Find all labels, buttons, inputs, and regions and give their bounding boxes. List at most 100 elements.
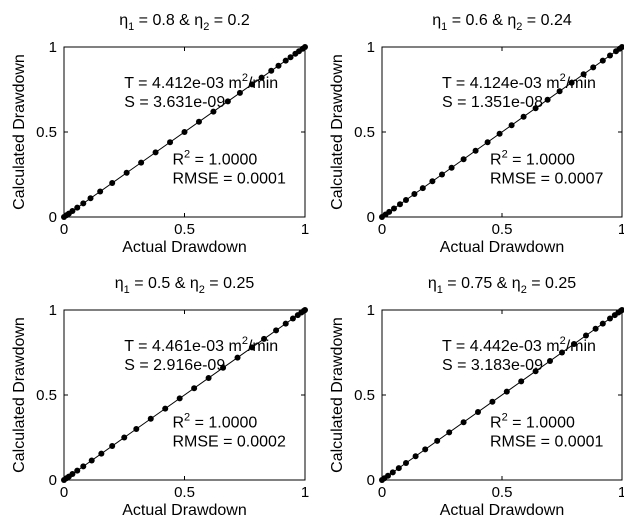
- data-point: [261, 335, 268, 342]
- eta1-value: = 0.5 &: [130, 275, 190, 292]
- eta2-symbol: η: [194, 12, 203, 29]
- data-point: [547, 358, 553, 364]
- data-point: [236, 89, 243, 96]
- T-unit: /min: [248, 338, 278, 355]
- data-point: [191, 385, 198, 392]
- R2-value: = 1.0000: [508, 151, 575, 168]
- data-point: [97, 188, 104, 195]
- chart-panel-1: 00 0.5 0.5 1 1 Actual Drawdown Calculated Draw…: [11, 12, 309, 256]
- data-point: [403, 197, 409, 203]
- T-text: T = 4.124e-03 m: [442, 75, 560, 92]
- eta2-symbol: η: [512, 275, 521, 292]
- data-point: [403, 460, 409, 466]
- data-point: [580, 71, 587, 78]
- data-point: [607, 52, 613, 59]
- data-point: [302, 307, 308, 313]
- data-point: [503, 388, 510, 395]
- T-text: T = 4.412e-03 m: [124, 75, 242, 92]
- x-axis-label: Actual Drawdown: [122, 502, 247, 519]
- data-point: [508, 122, 515, 129]
- data-point: [123, 169, 130, 176]
- data-point: [397, 201, 403, 208]
- data-point: [287, 54, 294, 61]
- x-tick-label: 0: [378, 484, 386, 501]
- R2-text: R: [490, 151, 502, 168]
- data-point: [109, 443, 116, 449]
- y-tick-label: 0: [49, 472, 57, 489]
- data-point: [489, 398, 496, 405]
- x-axis-label: Actual Drawdown: [440, 239, 565, 256]
- data-point: [385, 472, 391, 479]
- chart-title: η1 = 0.8 & η2 = 0.2: [119, 12, 250, 33]
- data-point: [282, 320, 289, 327]
- data-point: [87, 195, 94, 202]
- eta1-symbol: η: [119, 12, 128, 29]
- T-unit: /min: [248, 75, 278, 92]
- annotation-RMSE: RMSE = 0.0001: [490, 433, 604, 450]
- data-point: [386, 208, 393, 215]
- annotation-R2: R2 = 1.0000: [172, 148, 257, 168]
- eta1-value: = 0.75 &: [443, 275, 512, 292]
- x-axis-label: Actual Drawdown: [440, 502, 565, 519]
- eta2-value: = 0.2: [209, 12, 250, 29]
- data-point: [460, 419, 467, 426]
- data-point: [258, 74, 265, 81]
- data-point: [273, 327, 280, 334]
- data-point: [395, 465, 402, 472]
- data-point: [133, 426, 140, 432]
- eta1-value: = 0.6 &: [447, 12, 507, 29]
- eta2-value: = 0.25: [205, 275, 254, 292]
- data-point: [289, 315, 296, 322]
- data-point: [74, 467, 81, 474]
- annotation-RMSE: RMSE = 0.0001: [172, 170, 286, 187]
- data-point: [556, 88, 563, 95]
- annotation-RMSE: RMSE = 0.0002: [172, 433, 286, 450]
- data-point: [619, 307, 624, 313]
- eta1-subscript: 1: [437, 284, 443, 296]
- x-tick-label: 0: [60, 221, 68, 238]
- data-point: [88, 457, 95, 464]
- x-tick-label: 1: [618, 484, 624, 501]
- annotation-R2: R2 = 1.0000: [490, 148, 575, 168]
- data-point: [248, 81, 255, 88]
- data-point: [448, 164, 455, 171]
- data-point: [80, 200, 87, 207]
- y-tick-label: 1: [367, 302, 375, 319]
- y-tick-label: 0.5: [354, 124, 375, 141]
- annotation-S: S = 2.916e-09: [124, 357, 225, 374]
- R2-superscript: 2: [502, 411, 508, 423]
- R2-superscript: 2: [184, 148, 190, 160]
- data-point: [475, 409, 481, 415]
- annotation-S: S = 1.351e-08: [442, 94, 543, 111]
- eta2-symbol: η: [507, 12, 516, 29]
- T-superscript: 2: [242, 72, 248, 84]
- data-point: [422, 446, 429, 453]
- data-point: [391, 205, 397, 212]
- data-point: [302, 44, 308, 50]
- x-axis-label: Actual Drawdown: [122, 239, 247, 256]
- data-point: [532, 368, 539, 375]
- annotation-S: S = 3.183e-09: [442, 357, 543, 374]
- y-axis-label: Calculated Drawdown: [329, 54, 346, 210]
- data-point: [429, 178, 436, 185]
- x-tick-label: 0.5: [492, 221, 513, 238]
- data-point: [147, 415, 154, 422]
- data-point: [496, 130, 503, 137]
- chart-panel-2: 00 0.5 0.5 1 1 Actual Drawdown Calculated Draw…: [329, 12, 624, 256]
- data-point: [210, 108, 217, 115]
- fit-line: [381, 309, 623, 481]
- y-tick-label: 1: [49, 302, 57, 319]
- data-point: [439, 171, 445, 178]
- annotation-T: T = 4.124e-03 m2/min: [442, 72, 596, 92]
- data-point: [571, 341, 577, 347]
- annotation-T: T = 4.412e-03 m2/min: [124, 72, 278, 92]
- eta1-symbol: η: [428, 275, 437, 292]
- y-tick-label: 0: [367, 472, 375, 489]
- data-point: [282, 57, 289, 64]
- eta2-value: = 0.25: [527, 275, 576, 292]
- R2-value: = 1.0000: [190, 151, 257, 168]
- data-point: [583, 332, 589, 339]
- eta1-symbol: η: [115, 275, 124, 292]
- y-tick-label: 0.5: [36, 124, 57, 141]
- chart-title: η1 = 0.5 & η2 = 0.25: [115, 275, 255, 296]
